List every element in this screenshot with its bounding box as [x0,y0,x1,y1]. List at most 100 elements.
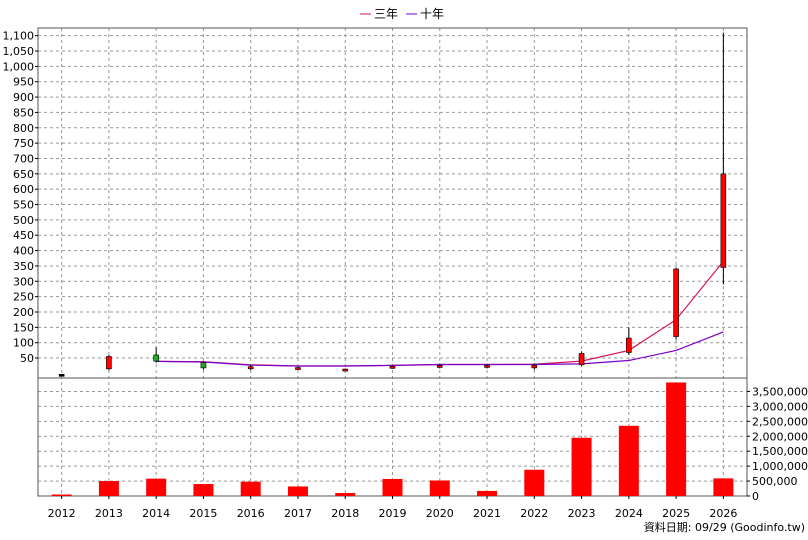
volume-tick-label: 1,000,000 [752,460,808,473]
x-tick-label: 2020 [426,507,454,520]
price-tick-label: 1,000 [3,60,35,73]
price-tick-label: 1,050 [3,45,35,58]
candlestick [626,327,632,355]
axis-ticks: 50 100 150 200 250 300 350 400 450 500 550 600 650 70… [3,30,808,520]
x-tick-label: 2025 [662,507,690,520]
volume-bar [51,494,72,496]
candlestick [720,32,727,285]
candlestick [531,363,538,370]
volume-bar [382,478,403,496]
price-tick-label: 300 [13,275,34,288]
volume-bar [193,484,214,496]
volume-tick-label: 3,000,000 [752,400,808,413]
candle-body [436,365,443,368]
price-tick-label: 150 [13,321,34,334]
x-tick-label: 2015 [189,507,217,520]
price-tick-label: 100 [13,337,34,350]
price-tick-label: 750 [13,137,34,150]
x-tick-label: 2026 [709,507,737,520]
volume-bar [146,478,167,496]
price-tick-label: 600 [13,183,34,196]
volume-tick-label: 3,500,000 [752,385,808,398]
price-tick-label: 350 [13,260,34,273]
x-tick-label: 2019 [379,507,407,520]
candle-body [626,337,632,353]
candle-body [484,365,490,368]
candlestick [673,267,679,340]
candlestick [247,364,254,371]
candle-body [389,366,396,369]
volume-bars [51,382,734,496]
legend-label-10yr: 十年 [420,7,444,21]
candle-body [673,268,679,337]
volume-bar [429,480,450,496]
candle-body [153,354,159,362]
candle-body [247,366,254,370]
volume-bar [335,493,356,496]
price-tick-label: 400 [13,245,34,258]
x-tick-label: 2017 [284,507,312,520]
volume-tick-label: 500,000 [752,475,798,488]
candle-body [295,367,301,370]
candlestick [153,347,159,363]
x-tick-label: 2013 [95,507,123,520]
volume-bar [98,481,119,496]
volume-bar [571,437,592,496]
candle-body [531,364,538,369]
x-tick-label: 2024 [615,507,643,520]
price-tick-label: 900 [13,91,34,104]
candle-body [106,356,112,370]
legend: 三年 十年 [360,7,444,21]
ma-lines [156,260,724,367]
volume-bar [240,481,261,496]
grid-lines [38,28,747,496]
volume-bar [477,490,498,496]
x-tick-label: 2016 [237,507,265,520]
legend-label-3yr: 三年 [374,7,398,21]
candlestick [58,374,65,377]
footer-source: 資料日期: 09/29 (Goodinfo.tw) [644,520,805,534]
price-tick-label: 50 [20,352,34,365]
price-tick-label: 700 [13,152,34,165]
price-tick-label: 500 [13,214,34,227]
candle-body [578,353,585,366]
x-tick-label: 2021 [473,507,501,520]
price-tick-label: 850 [13,106,34,119]
volume-bar [713,478,734,496]
price-tick-label: 550 [13,199,34,212]
candlesticks [58,32,727,377]
volume-tick-label: 2,000,000 [752,430,808,443]
volume-tick-label: 2,500,000 [752,415,808,428]
volume-bar [524,469,545,496]
candlestick [484,364,490,369]
volume-bar [287,486,308,496]
candlestick [389,365,396,369]
price-tick-label: 250 [13,291,34,304]
price-tick-label: 1,100 [3,30,35,43]
x-tick-label: 2014 [142,507,170,520]
x-tick-label: 2018 [331,507,359,520]
price-tick-label: 950 [13,76,34,89]
ma-line [156,260,724,367]
candlestick [342,368,349,372]
candlestick [578,351,585,367]
candlestick [295,366,301,370]
volume-tick-label: 0 [752,490,759,503]
price-tick-label: 450 [13,229,34,242]
candlestick [436,363,443,369]
price-tick-label: 800 [13,122,34,135]
x-tick-label: 2012 [48,507,76,520]
candlestick [200,361,207,370]
candlestick [106,354,112,371]
candle-body [200,362,207,369]
x-tick-label: 2022 [520,507,548,520]
x-tick-label: 2023 [568,507,596,520]
candle-body [58,374,65,377]
candle-body [720,173,727,268]
volume-tick-label: 1,500,000 [752,445,808,458]
candle-body [342,368,349,372]
volume-bar [618,425,639,496]
price-tick-label: 200 [13,306,34,319]
volume-bar [666,382,687,496]
